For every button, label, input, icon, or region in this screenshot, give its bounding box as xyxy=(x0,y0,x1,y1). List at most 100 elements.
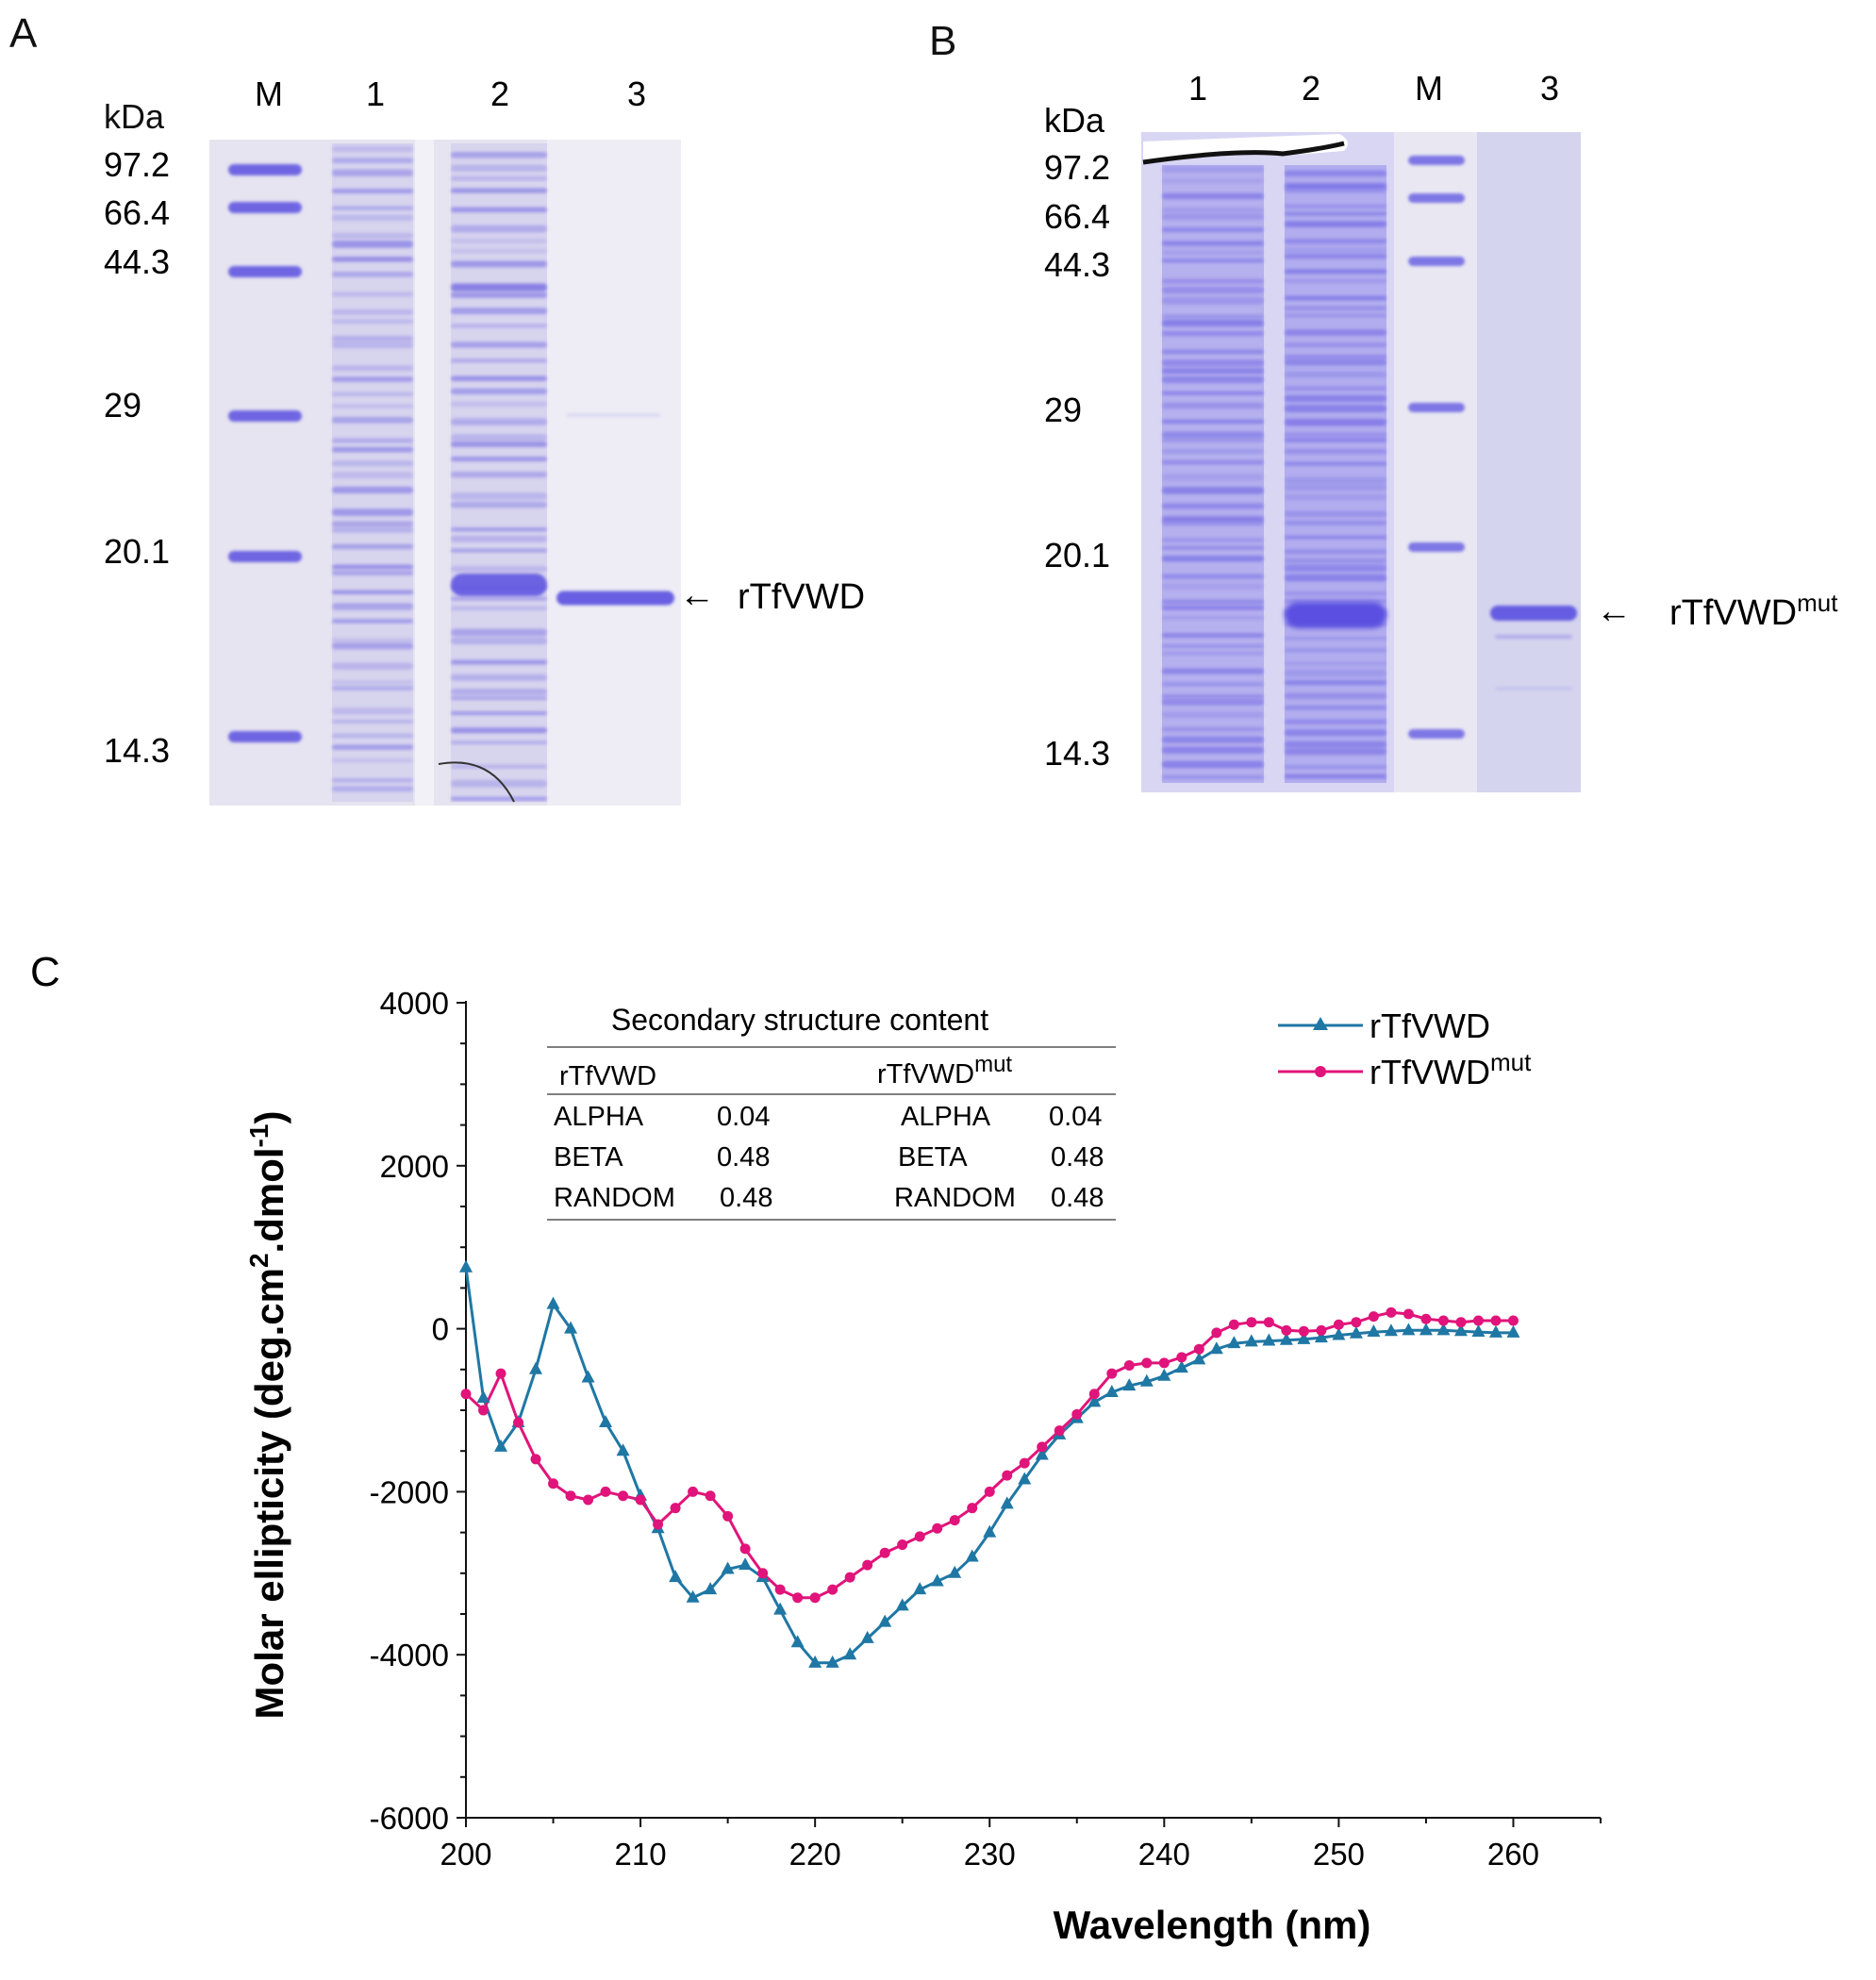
gel-band xyxy=(1162,431,1264,439)
gel-band xyxy=(1162,760,1264,769)
gel-band xyxy=(451,674,547,681)
gel-band xyxy=(332,438,413,443)
gel-band xyxy=(1285,247,1386,255)
gel-band xyxy=(451,502,547,508)
data-point-circle xyxy=(949,1515,960,1526)
marker-label: 44.3 xyxy=(1044,245,1110,284)
gel-band xyxy=(451,418,547,426)
gel-band xyxy=(1162,556,1264,562)
data-point-triangle xyxy=(1436,1323,1451,1336)
data-point-circle xyxy=(688,1486,699,1497)
data-point-triangle xyxy=(825,1655,839,1668)
gel-band xyxy=(1162,633,1264,638)
data-point-triangle xyxy=(1367,1324,1381,1338)
gel-band xyxy=(451,527,547,532)
gel-band xyxy=(1285,493,1386,501)
gel-band xyxy=(332,206,413,210)
panel-b-marker-labels: 97.2 66.4 44.3 29 20.1 14.3 xyxy=(1044,148,1110,773)
panel-b-band-label: rTfVWDmut xyxy=(1669,589,1838,633)
gel-a-artifact xyxy=(438,761,515,803)
gel-band xyxy=(1285,185,1386,193)
gel-band xyxy=(332,686,413,691)
gel-band xyxy=(332,416,413,424)
lane-label: 3 xyxy=(1540,69,1559,108)
gel-band xyxy=(332,719,413,724)
data-point-triangle xyxy=(529,1361,543,1374)
data-point-triangle xyxy=(564,1321,578,1334)
marker-label: 66.4 xyxy=(104,193,170,232)
gel-band xyxy=(228,164,302,175)
data-point-triangle xyxy=(1209,1341,1223,1355)
data-point-triangle xyxy=(686,1589,700,1603)
data-point-triangle xyxy=(1018,1472,1032,1485)
data-point-circle xyxy=(1403,1308,1414,1320)
data-point-triangle xyxy=(930,1573,944,1587)
gel-band xyxy=(332,543,413,550)
data-point-circle xyxy=(1386,1306,1397,1318)
x-axis-ticks: 200 210 220 230 240 250 260 xyxy=(440,1818,1602,1872)
x-tick-label: 220 xyxy=(789,1837,841,1872)
y-tick-label: 2000 xyxy=(380,1149,449,1184)
gel-band xyxy=(1285,306,1386,311)
gel-band xyxy=(1162,574,1264,579)
gel-band xyxy=(1285,204,1386,209)
data-point-circle xyxy=(914,1531,925,1542)
gel-band xyxy=(332,590,413,594)
gel-band xyxy=(451,308,547,315)
gel-band xyxy=(1495,634,1572,640)
gel-band xyxy=(1162,296,1264,305)
data-point-triangle xyxy=(1349,1325,1363,1339)
data-point-circle xyxy=(792,1592,804,1604)
gel-band xyxy=(451,284,547,291)
data-point-triangle xyxy=(1506,1324,1520,1338)
lane-label: 1 xyxy=(366,75,385,113)
gel-band xyxy=(1162,375,1264,384)
gel-band xyxy=(1162,726,1264,732)
gel-band xyxy=(332,145,413,153)
data-point-triangle xyxy=(1157,1368,1171,1381)
gel-band xyxy=(332,778,413,783)
gel-band xyxy=(1162,178,1264,183)
gel-band xyxy=(1162,538,1264,543)
data-point-circle xyxy=(1037,1441,1048,1453)
gel-band xyxy=(1162,503,1264,509)
data-point-triangle xyxy=(773,1602,788,1615)
gel-band xyxy=(1285,405,1386,412)
data-point-circle xyxy=(809,1592,821,1604)
marker-label: 20.1 xyxy=(104,532,170,571)
gel-band xyxy=(332,603,413,610)
gel-band xyxy=(1285,535,1386,540)
gel-band xyxy=(228,202,302,213)
data-point-triangle xyxy=(983,1524,997,1538)
gel-band xyxy=(332,707,413,715)
gel-band xyxy=(451,596,547,602)
data-point-circle xyxy=(583,1494,594,1506)
gel-band xyxy=(332,272,413,277)
x-tick-label: 240 xyxy=(1138,1837,1190,1872)
series-markers xyxy=(459,1259,1520,1668)
gel-band xyxy=(451,441,547,448)
gel-band xyxy=(451,248,547,254)
data-point-triangle xyxy=(1402,1323,1416,1336)
data-point-triangle xyxy=(1279,1332,1293,1345)
gel-band xyxy=(1162,391,1264,395)
gel-band xyxy=(1285,278,1386,284)
data-point-circle xyxy=(530,1454,541,1465)
data-point-circle xyxy=(1088,1389,1100,1400)
gel-band xyxy=(1162,208,1264,213)
data-point-triangle xyxy=(669,1570,683,1583)
panel-a-letter: A xyxy=(9,10,38,57)
gel-band xyxy=(332,256,413,262)
gel-band xyxy=(228,551,302,562)
data-point-triangle xyxy=(599,1414,613,1427)
gel-band xyxy=(1162,287,1264,294)
data-point-triangle xyxy=(1314,1330,1328,1343)
gel-band xyxy=(332,508,413,516)
y-tick-label: -2000 xyxy=(370,1474,449,1509)
gel-band xyxy=(451,606,547,611)
gel-a-lane3-area xyxy=(547,140,681,806)
x-tick-label: 260 xyxy=(1487,1837,1539,1872)
gel-band xyxy=(451,574,547,596)
data-point-triangle xyxy=(860,1630,874,1643)
gel-band xyxy=(332,232,413,239)
